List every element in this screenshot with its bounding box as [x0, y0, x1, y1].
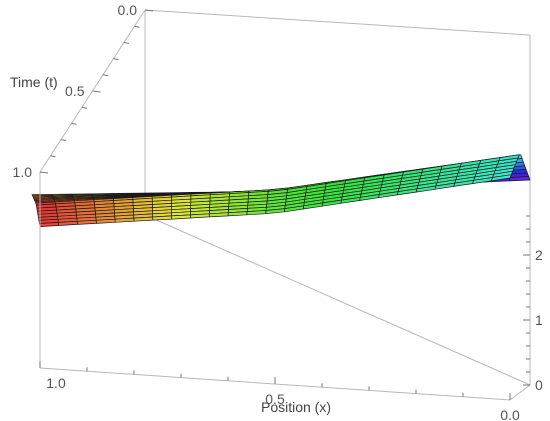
t-axis-tick-mark	[81, 106, 88, 109]
y-axis-label: Time (t)	[10, 74, 58, 90]
t-axis-tick-mark	[92, 90, 101, 93]
surface-patch	[227, 211, 248, 217]
surface-patch	[76, 219, 97, 225]
t-axis-tick-mark	[123, 41, 130, 44]
t-axis-tick-label: 0.5	[65, 83, 85, 99]
t-axis-tick-mark	[102, 74, 109, 77]
surface-patch	[114, 217, 135, 223]
x-axis-tick-label: 0.5	[265, 391, 285, 407]
surface-patch	[246, 210, 267, 216]
t-axis-tick-mark	[39, 171, 49, 174]
z-axis-tick-label: 1	[535, 312, 543, 328]
x-axis-label: Position (x)	[261, 399, 331, 415]
surface-mesh	[31, 154, 531, 227]
surface-patch	[171, 214, 191, 220]
t-axis-tick-mark	[144, 9, 154, 12]
surface-patch	[190, 213, 210, 219]
z-axis-tick-label: 0	[535, 377, 543, 393]
x-axis-tick-label: 1.0	[46, 375, 66, 391]
surface-patch	[57, 220, 78, 226]
surface-patch	[208, 212, 229, 218]
t-axis-tick-mark	[60, 139, 67, 142]
surface-patch	[39, 222, 60, 227]
axis-ticks: 1.0 0.5 0.0 0.0 0.5 1.0 0 1 2	[13, 2, 543, 421]
t-axis-tick-mark	[113, 58, 119, 61]
z-axis-tick-label: 2	[535, 247, 543, 263]
t-axis-tick-label: 0.0	[118, 2, 138, 18]
x-axis-tick-label: 0.0	[500, 407, 520, 421]
back-box-lines	[144, 9, 531, 386]
t-axis-tick-mark	[50, 155, 56, 158]
surface-patch	[152, 215, 172, 221]
t-axis-tick-mark	[134, 25, 140, 28]
t-axis-tick-label: 1.0	[13, 164, 33, 180]
t-axis-tick-mark	[71, 122, 77, 125]
surface-patch	[95, 218, 116, 224]
surface-patch	[133, 216, 154, 222]
